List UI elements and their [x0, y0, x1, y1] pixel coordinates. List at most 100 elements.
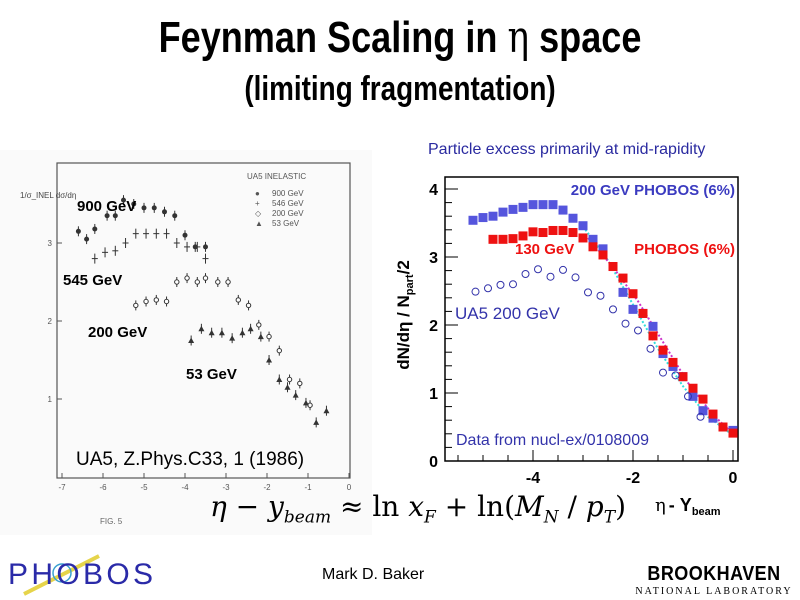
left-point-53gev: [257, 333, 264, 340]
point-130gev: [728, 428, 738, 438]
point-200gev: [468, 215, 478, 225]
phobos-logo: PHOBOS: [8, 554, 153, 596]
left-point-200gev: [133, 302, 139, 309]
point-ua5-200gev: [559, 265, 567, 274]
point-130gev: [508, 234, 518, 244]
point-200gev: [628, 304, 638, 314]
left-point-900gev: [162, 209, 167, 215]
left-point-900gev: [141, 205, 147, 211]
point-ua5-200gev: [646, 344, 655, 353]
point-130gev: [678, 372, 688, 382]
rapidity-formula: η − ybeam ≈ ln xF + ln(MN / pT): [210, 490, 627, 528]
annotation-200gev-phobos: 200 GeV PHOBOS (6%): [571, 182, 735, 199]
y-tick-label: 2: [429, 318, 438, 335]
point-130gev: [578, 233, 588, 243]
left-point-200gev: [276, 347, 282, 354]
point-130gev: [598, 250, 608, 260]
left-legend-title: UA5 INELASTIC: [247, 172, 306, 181]
point-ua5-200gev: [496, 280, 505, 289]
annotation-data-source: Data from nucl-ex/0108009: [456, 432, 649, 449]
left-point-53gev: [239, 329, 246, 336]
point-ua5-200gev: [534, 265, 542, 274]
left-point-53gev: [284, 384, 291, 390]
point-130gev: [568, 228, 578, 238]
left-x-tick-label: -4: [181, 483, 189, 492]
point-200gev: [528, 200, 538, 210]
left-legend-entry: 900 GeV: [272, 189, 304, 198]
point-130gev: [708, 409, 718, 419]
left-point-200gev: [153, 297, 160, 303]
left-point-200gev: [256, 322, 262, 328]
point-ua5-200gev: [521, 270, 530, 278]
left-point-900gev: [172, 213, 178, 219]
x-tick-label: -2: [626, 470, 640, 487]
point-130gev: [718, 422, 728, 432]
left-x-tick-label: -5: [140, 483, 148, 492]
point-200gev: [548, 200, 558, 210]
left-point-900gev: [182, 232, 188, 238]
point-130gev: [528, 227, 538, 237]
left-point-200gev: [266, 333, 272, 340]
left-point-900gev: [84, 236, 90, 242]
y-tick-label: 1: [429, 386, 438, 403]
point-200gev: [498, 207, 508, 217]
left-point-200gev: [215, 279, 221, 285]
point-130gev: [488, 234, 498, 244]
point-ua5-200gev: [634, 326, 642, 335]
left-point-900gev: [151, 205, 157, 211]
left-legend-marker: +: [255, 199, 260, 208]
left-x-tick-label: -6: [99, 483, 107, 492]
y-axis-label: dN/dη / Npart/2: [394, 260, 416, 370]
left-point-200gev: [174, 279, 180, 285]
point-200gev: [688, 391, 698, 401]
ua5-figure: 1/σ_INEL dσ/dη UA5 INELASTIC ● 900 GeV + 54…: [0, 150, 372, 535]
left-point-53gev: [188, 337, 195, 343]
phobos-chart: -4 -2 0 0 1 2 3 4 dN/dη / Npart/2 200 GeV PHOBO…: [394, 176, 739, 518]
left-x-tick-label: 0: [347, 483, 352, 492]
point-200gev: [538, 200, 548, 210]
left-x-tick-label: -1: [304, 483, 312, 492]
left-point-200gev: [286, 376, 293, 383]
label-900-gev: 900 GeV: [77, 198, 137, 215]
point-130gev: [698, 394, 708, 404]
point-200gev: [478, 213, 488, 223]
left-point-900gev: [92, 226, 98, 232]
left-point-900gev: [75, 228, 81, 234]
left-point-200gev: [202, 275, 209, 281]
point-130gev: [588, 242, 598, 252]
point-ua5-200gev: [621, 319, 630, 328]
left-point-900gev: [104, 213, 110, 219]
left-point-53gev: [229, 335, 236, 341]
brookhaven-logo: BROOKHAVEN NATIONAL LABORATORY: [634, 563, 794, 597]
point-130gev: [558, 225, 568, 235]
title-text: Feynman Scaling in: [158, 13, 508, 62]
annotation-130gev: 130 GeV: [515, 241, 574, 258]
left-legend-entry: 546 GeV: [272, 199, 304, 208]
y-tick-label: 4: [429, 182, 438, 199]
fig-caption: FIG. 5: [100, 517, 123, 526]
y-tick-label: 3: [429, 250, 438, 267]
left-y-tick-label: 1: [48, 395, 53, 404]
point-200gev: [518, 202, 528, 212]
left-x-tick-label: -3: [222, 483, 230, 492]
left-point-53gev: [218, 329, 225, 336]
point-ua5-200gev: [596, 291, 605, 300]
label-53-gev: 53 GeV: [186, 366, 237, 383]
left-point-200gev: [225, 279, 231, 285]
x-tick-label: 0: [729, 470, 738, 487]
chart-axis-ticks: -4 -2 0 0 1 2 3 4: [429, 182, 737, 487]
left-data-points: [75, 195, 330, 428]
chart-data-points: [468, 200, 738, 438]
left-legend-marker: ●: [255, 189, 260, 198]
x-axis-label: η- Ybeam: [655, 495, 721, 518]
point-200gev: [648, 321, 658, 331]
left-point-53gev: [292, 392, 299, 398]
point-200gev: [558, 205, 568, 215]
title-eta-symbol: η: [507, 12, 530, 63]
left-point-200gev: [184, 275, 190, 281]
point-200gev: [618, 287, 628, 297]
left-legend: ● 900 GeV + 546 GeV ◇ 200 GeV ▲ 53 GeV: [255, 189, 304, 228]
left-point-200gev: [245, 302, 252, 309]
point-130gev: [608, 262, 618, 272]
brookhaven-logo-top: BROOKHAVEN: [647, 563, 781, 585]
